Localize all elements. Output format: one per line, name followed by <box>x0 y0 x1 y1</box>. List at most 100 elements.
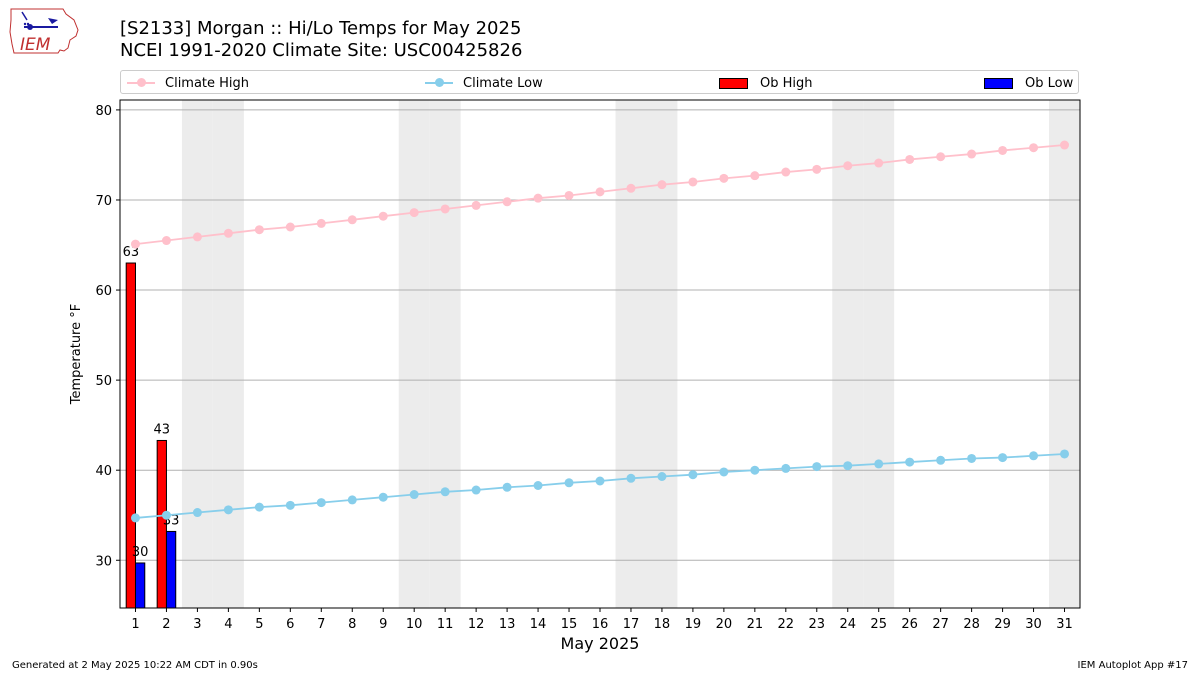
climate-low-point <box>161 510 171 520</box>
y-tick-label: 30 <box>95 554 112 569</box>
x-tick-label: 10 <box>406 617 423 632</box>
climate-low-point <box>254 502 264 512</box>
logo-text: IEM <box>20 35 51 55</box>
x-tick-label: 23 <box>809 617 826 632</box>
x-tick-label: 3 <box>193 617 201 632</box>
climate-high-point <box>1060 140 1070 150</box>
climate-low-point <box>285 500 295 510</box>
x-tick-label: 16 <box>592 617 609 632</box>
climate-low-point <box>378 492 388 502</box>
climate-high-point <box>316 218 326 228</box>
climate-low-point <box>564 478 574 488</box>
climate-high-point <box>502 197 512 207</box>
legend-item-ob-high: Ob High <box>719 74 813 92</box>
ob-low-bar <box>134 562 146 609</box>
x-tick-label: 29 <box>994 617 1011 632</box>
climate-low-line <box>135 453 1065 519</box>
x-tick-label: 7 <box>317 617 325 632</box>
climate-low-point <box>998 453 1008 463</box>
x-tick-label: 6 <box>286 617 294 632</box>
x-tick-label: 4 <box>224 617 232 632</box>
x-tick-label: 31 <box>1056 617 1073 632</box>
climate-low-point <box>750 465 760 475</box>
ob-high-swatch <box>719 77 748 89</box>
y-tick-label: 60 <box>95 284 112 299</box>
weekend-band <box>646 100 678 608</box>
legend-item-climate-low: Climate Low <box>425 74 543 92</box>
climate-high-point <box>161 236 171 246</box>
weekend-band <box>181 100 213 608</box>
weekend-band <box>615 100 647 608</box>
climate-low-point <box>347 495 357 505</box>
x-tick-label: 9 <box>379 617 387 632</box>
climate-high-point <box>471 200 481 210</box>
ob-low-bar <box>165 530 177 609</box>
climate-high-point <box>688 177 698 187</box>
x-tick-label: 25 <box>870 617 887 632</box>
climate-low-point <box>471 485 481 495</box>
climate-high-point <box>440 204 450 214</box>
x-tick-label: 28 <box>963 617 980 632</box>
x-tick-label: 30 <box>1025 617 1042 632</box>
climate-high-point <box>967 149 977 159</box>
climate-low-point <box>595 476 605 486</box>
climate-high-point <box>347 215 357 225</box>
climate-high-point <box>719 173 729 183</box>
climate-low-point <box>502 482 512 492</box>
climate-low-point <box>223 505 233 515</box>
climate-high-swatch <box>127 78 155 87</box>
climate-low-point <box>967 453 977 463</box>
climate-low-point <box>781 463 791 473</box>
climate-low-point <box>874 459 884 469</box>
x-tick-label: 5 <box>255 617 263 632</box>
climate-high-point <box>378 211 388 221</box>
ob-high-label: 43 <box>154 422 171 437</box>
ob-high-label: 63 <box>123 245 140 260</box>
x-tick-label: 1 <box>131 617 139 632</box>
x-tick-label: 24 <box>839 617 856 632</box>
climate-low-point <box>905 457 915 467</box>
weekend-band <box>429 100 461 608</box>
y-tick-label: 70 <box>95 194 112 209</box>
y-tick-label: 80 <box>95 104 112 119</box>
climate-low-point <box>1029 451 1039 461</box>
legend: Climate High Climate Low Ob High Ob Low <box>120 70 1079 94</box>
climate-low-point <box>812 462 822 472</box>
x-tick-label: 8 <box>348 617 356 632</box>
climate-high-point <box>998 145 1008 155</box>
climate-high-point <box>285 222 295 232</box>
y-tick-label: 40 <box>95 464 112 479</box>
climate-high-point <box>936 152 946 162</box>
ob-low-label: 30 <box>132 545 149 560</box>
legend-label-climate-high: Climate High <box>165 75 250 91</box>
climate-low-point <box>936 455 946 465</box>
iem-logo-graphic: IEM <box>9 8 79 55</box>
climate-high-point <box>223 228 233 238</box>
climate-low-point <box>440 487 450 497</box>
plot-frame <box>119 99 1081 609</box>
climate-high-point <box>905 154 915 164</box>
climate-low-swatch <box>425 78 453 87</box>
iem-logo: IEM <box>8 6 80 58</box>
climate-low-point <box>657 471 667 481</box>
x-tick-label: 17 <box>623 617 640 632</box>
climate-high-point <box>781 167 791 177</box>
climate-high-point <box>874 158 884 168</box>
climate-low-point <box>192 508 202 518</box>
chart-title: [S2133] Morgan :: Hi/Lo Temps for May 20… <box>120 18 522 39</box>
x-tick-label: 15 <box>561 617 578 632</box>
climate-low-point <box>130 513 140 523</box>
climate-high-point <box>254 225 264 235</box>
climate-low-point <box>533 481 543 491</box>
climate-high-point <box>626 183 636 193</box>
weekend-band <box>1049 100 1080 608</box>
weekend-band <box>832 100 864 608</box>
x-axis-label: May 2025 <box>561 634 640 653</box>
legend-label-ob-low: Ob Low <box>1025 75 1074 91</box>
x-tick-label: 2 <box>162 617 170 632</box>
x-tick-label: 26 <box>901 617 918 632</box>
x-tick-label: 20 <box>716 617 733 632</box>
x-tick-label: 14 <box>530 617 547 632</box>
footer-generated: Generated at 2 May 2025 10:22 AM CDT in … <box>12 660 258 671</box>
climate-high-point <box>843 161 853 171</box>
